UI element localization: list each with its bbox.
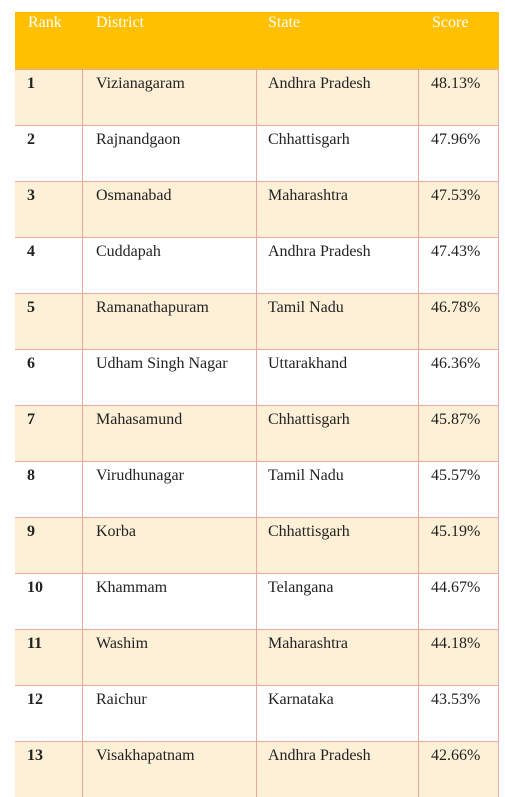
header-rank: Rank — [28, 14, 62, 31]
score-cell: 44.67% — [418, 574, 499, 629]
state-cell: Telangana — [256, 574, 418, 629]
table-row: 12 Raichur Karnataka 43.53% — [15, 685, 499, 741]
score-cell: 45.87% — [418, 406, 499, 461]
score-cell: 44.18% — [418, 630, 499, 685]
district-cell: Vizianagaram — [82, 70, 256, 125]
table-row: 1 Vizianagaram Andhra Pradesh 48.13% — [15, 69, 499, 125]
district-cell: Cuddapah — [82, 238, 256, 293]
table-row: 13 Visakhapatnam Andhra Pradesh 42.66% — [15, 741, 499, 797]
state-cell: Chhattisgarh — [256, 518, 418, 573]
score-cell: 45.19% — [418, 518, 499, 573]
state-cell: Tamil Nadu — [256, 294, 418, 349]
district-cell: Ramanathapuram — [82, 294, 256, 349]
district-cell: Visakhapatnam — [82, 742, 256, 797]
table-row: 7 Mahasamund Chhattisgarh 45.87% — [15, 405, 499, 461]
state-cell: Andhra Pradesh — [256, 70, 418, 125]
table-row: 10 Khammam Telangana 44.67% — [15, 573, 499, 629]
rank-cell: 8 — [27, 467, 35, 484]
score-cell: 42.66% — [418, 742, 499, 797]
score-cell: 46.78% — [418, 294, 499, 349]
state-cell: Uttarakhand — [256, 350, 418, 405]
score-cell: 47.53% — [418, 182, 499, 237]
table-row: 2 Rajnandgaon Chhattisgarh 47.96% — [15, 125, 499, 181]
score-cell: 45.57% — [418, 462, 499, 517]
state-cell: Andhra Pradesh — [256, 742, 418, 797]
rank-cell: 13 — [27, 747, 43, 764]
score-cell: 47.96% — [418, 126, 499, 181]
score-cell: 43.53% — [418, 686, 499, 741]
table-row: 8 Virudhunagar Tamil Nadu 45.57% — [15, 461, 499, 517]
rank-cell: 7 — [27, 411, 35, 428]
rank-cell: 3 — [27, 187, 35, 204]
rank-cell: 2 — [27, 131, 35, 148]
rank-cell: 6 — [27, 355, 35, 372]
state-cell: Maharashtra — [256, 630, 418, 685]
state-cell: Tamil Nadu — [256, 462, 418, 517]
state-cell: Karnataka — [256, 686, 418, 741]
district-cell: Mahasamund — [82, 406, 256, 461]
score-cell: 46.36% — [418, 350, 499, 405]
table-row: 5 Ramanathapuram Tamil Nadu 46.78% — [15, 293, 499, 349]
table-row: 6 Udham Singh Nagar Uttarakhand 46.36% — [15, 349, 499, 405]
district-cell: Rajnandgaon — [82, 126, 256, 181]
score-cell: 48.13% — [418, 70, 499, 125]
district-cell: Osmanabad — [82, 182, 256, 237]
rank-cell: 12 — [27, 691, 43, 708]
score-cell: 47.43% — [418, 238, 499, 293]
district-cell: Udham Singh Nagar — [82, 350, 256, 405]
rank-cell: 1 — [27, 75, 35, 92]
header-score: Score — [432, 14, 469, 31]
rank-cell: 11 — [27, 635, 43, 652]
district-cell: Washim — [82, 630, 256, 685]
rank-cell: 9 — [27, 523, 35, 540]
table-row: 4 Cuddapah Andhra Pradesh 47.43% — [15, 237, 499, 293]
table-row: 3 Osmanabad Maharashtra 47.53% — [15, 181, 499, 237]
state-cell: Andhra Pradesh — [256, 238, 418, 293]
header-state: State — [268, 14, 300, 31]
rank-cell: 10 — [27, 579, 43, 596]
district-ranking-table: Rank District State Score 1 Vizianagaram A… — [15, 12, 499, 797]
table-body: 1 Vizianagaram Andhra Pradesh 48.13% 2 Rajnan… — [15, 69, 499, 797]
state-cell: Maharashtra — [256, 182, 418, 237]
district-cell: Korba — [82, 518, 256, 573]
state-cell: Chhattisgarh — [256, 406, 418, 461]
rank-cell: 5 — [27, 299, 35, 316]
district-cell: Raichur — [82, 686, 256, 741]
rank-cell: 4 — [27, 243, 35, 260]
state-cell: Chhattisgarh — [256, 126, 418, 181]
table-row: 9 Korba Chhattisgarh 45.19% — [15, 517, 499, 573]
district-cell: Khammam — [82, 574, 256, 629]
district-cell: Virudhunagar — [82, 462, 256, 517]
table-row: 11 Washim Maharashtra 44.18% — [15, 629, 499, 685]
header-district: District — [96, 14, 144, 31]
table-header: Rank District State Score — [15, 12, 499, 69]
